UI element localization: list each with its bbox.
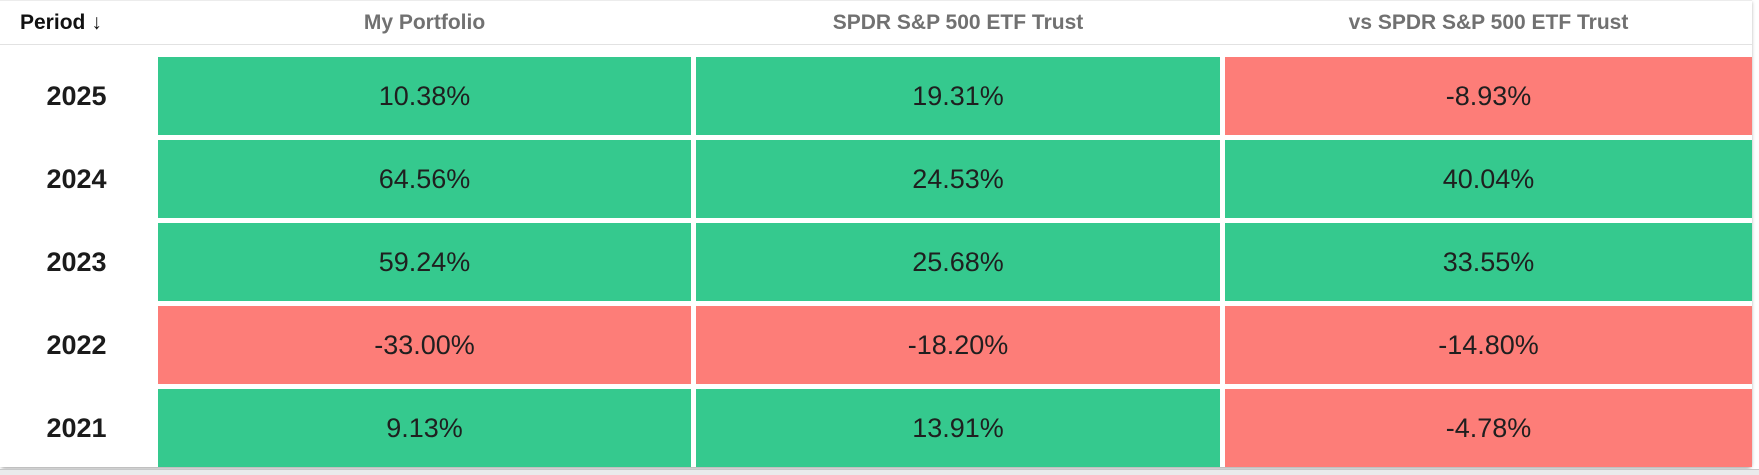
table-row: 2025 10.38% 19.31% -8.93% bbox=[0, 57, 1752, 135]
table-row: 2023 59.24% 25.68% 33.55% bbox=[0, 223, 1752, 301]
table-row: 2021 9.13% 13.91% -4.78% bbox=[0, 389, 1752, 467]
column-header-benchmark[interactable]: SPDR S&P 500 ETF Trust bbox=[832, 10, 1084, 34]
return-cell: 40.04% bbox=[1225, 140, 1752, 218]
period-label: 2024 bbox=[0, 140, 153, 218]
page-background-strip bbox=[0, 469, 1759, 475]
return-cell: -14.80% bbox=[1225, 306, 1752, 384]
period-label: 2021 bbox=[0, 389, 153, 467]
return-cell: 9.13% bbox=[158, 389, 691, 467]
period-header-label: Period bbox=[20, 10, 86, 34]
column-header-my-portfolio[interactable]: My Portfolio bbox=[363, 10, 486, 34]
period-label: 2022 bbox=[0, 306, 153, 384]
annual-returns-table-card: Period ↓ My Portfolio SPDR S&P 500 ETF T… bbox=[0, 0, 1752, 467]
return-cell: 64.56% bbox=[158, 140, 691, 218]
period-label: 2025 bbox=[0, 57, 153, 135]
sort-descending-icon: ↓ bbox=[91, 10, 102, 34]
return-cell: -8.93% bbox=[1225, 57, 1752, 135]
return-cell: 10.38% bbox=[158, 57, 691, 135]
return-cell: -33.00% bbox=[158, 306, 691, 384]
return-cell: -4.78% bbox=[1225, 389, 1752, 467]
return-cell: 33.55% bbox=[1225, 223, 1752, 301]
column-header-vs-benchmark[interactable]: vs SPDR S&P 500 ETF Trust bbox=[1348, 10, 1629, 34]
table-row: 2022 -33.00% -18.20% -14.80% bbox=[0, 306, 1752, 384]
return-cell: 24.53% bbox=[696, 140, 1220, 218]
return-cell: -18.20% bbox=[696, 306, 1220, 384]
column-header-period[interactable]: Period ↓ bbox=[0, 11, 153, 35]
table-body: 2025 10.38% 19.31% -8.93% 2024 64.56% 24… bbox=[0, 45, 1752, 467]
return-cell: 59.24% bbox=[158, 223, 691, 301]
table-header-row: Period ↓ My Portfolio SPDR S&P 500 ETF T… bbox=[0, 1, 1752, 45]
return-cell: 13.91% bbox=[696, 389, 1220, 467]
table-row: 2024 64.56% 24.53% 40.04% bbox=[0, 140, 1752, 218]
return-cell: 19.31% bbox=[696, 57, 1220, 135]
period-label: 2023 bbox=[0, 223, 153, 301]
return-cell: 25.68% bbox=[696, 223, 1220, 301]
